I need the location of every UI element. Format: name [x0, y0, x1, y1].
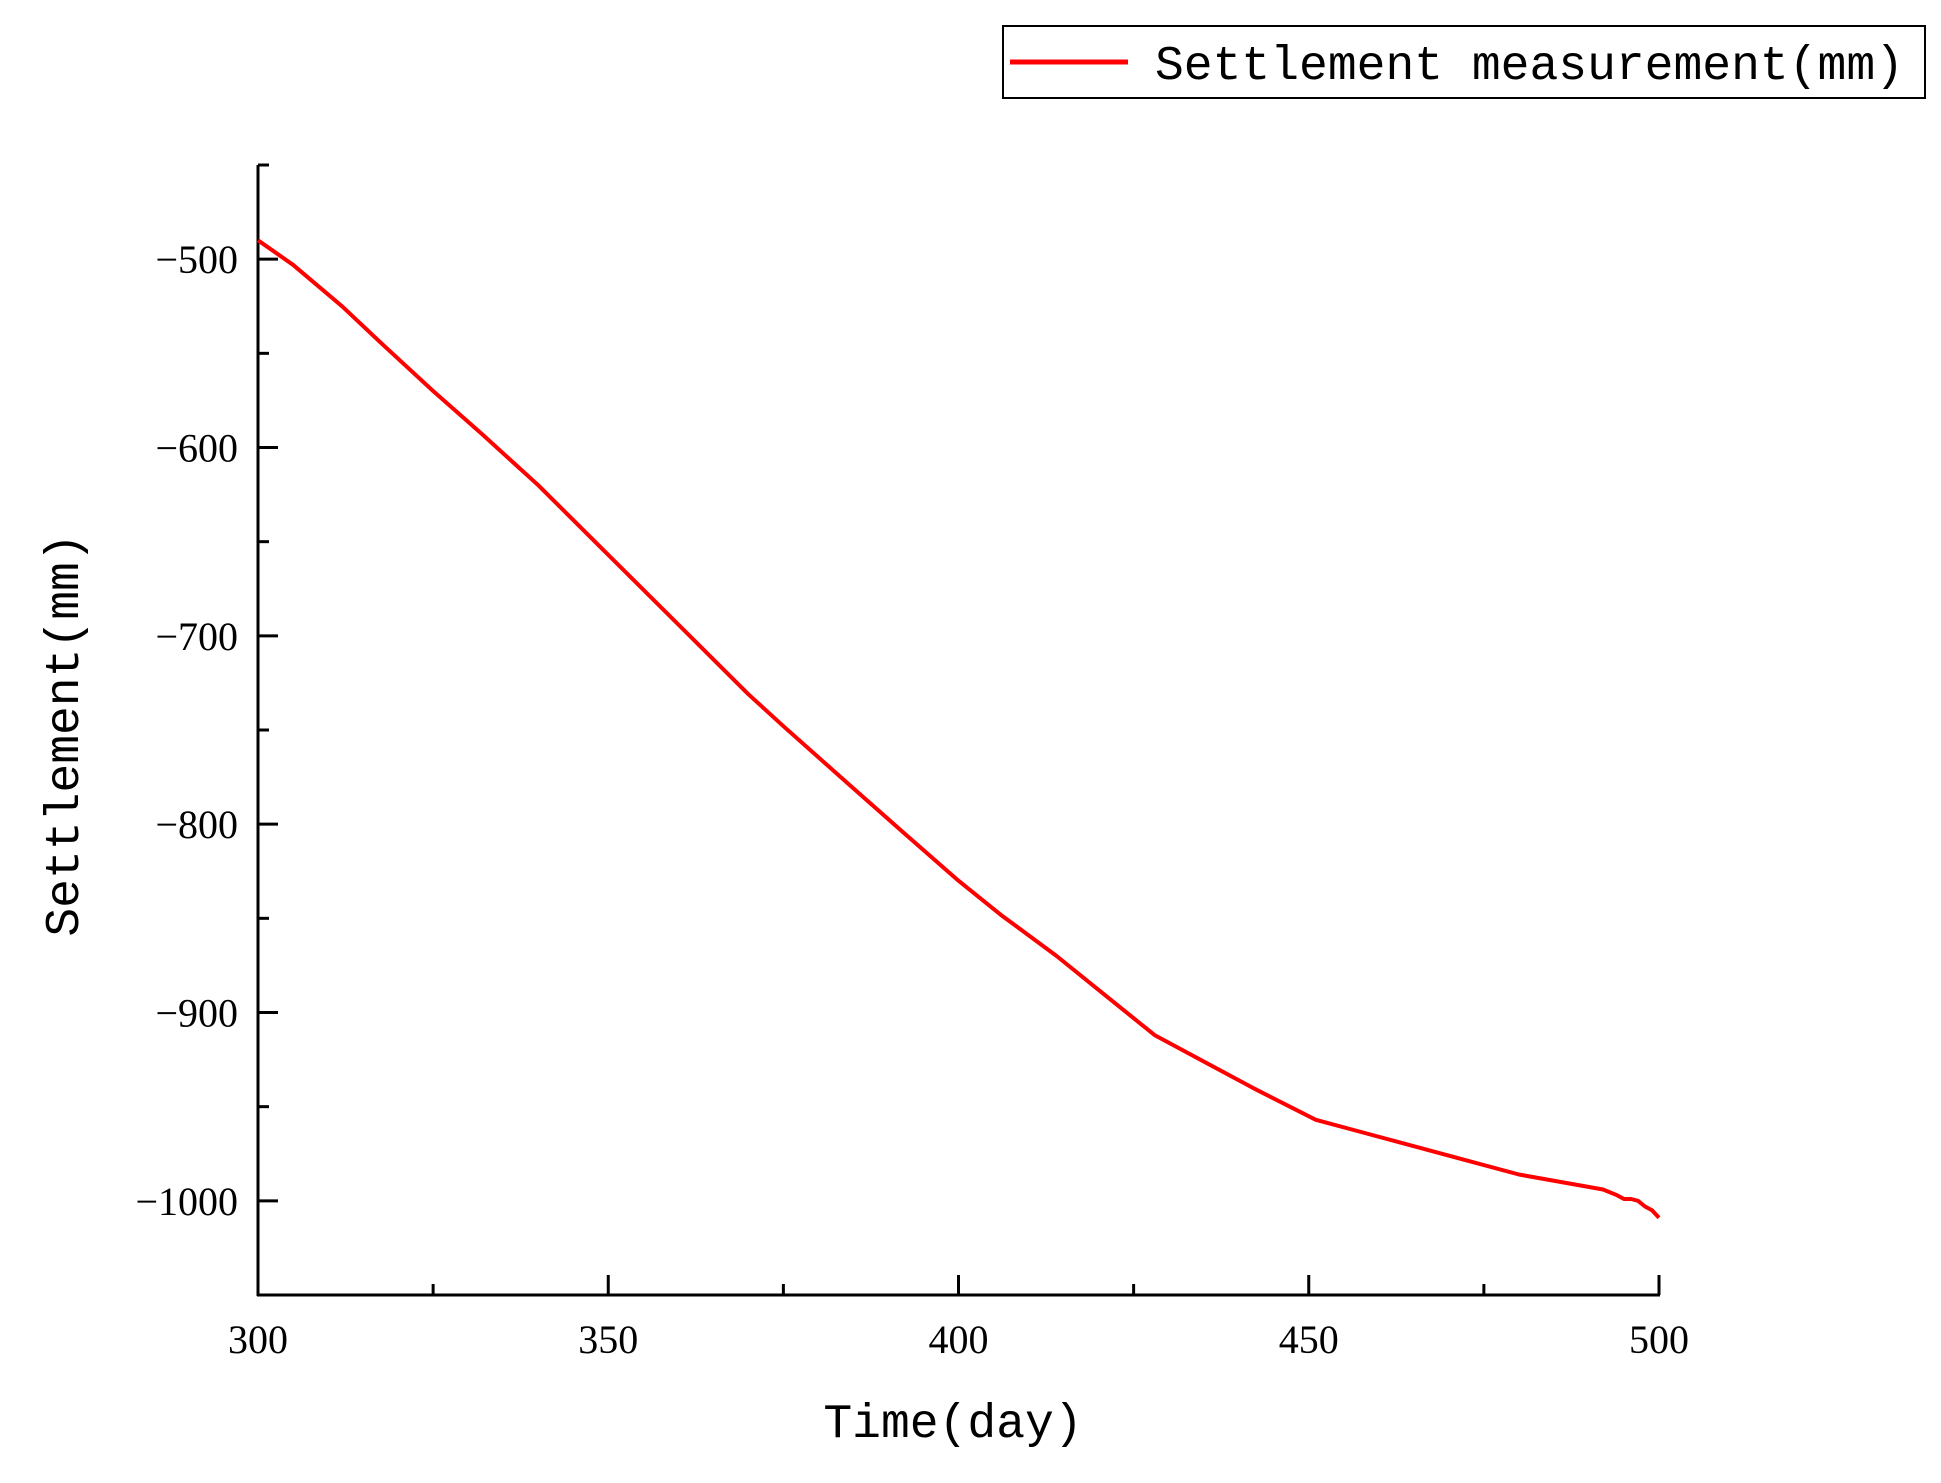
y-tick-label: −1000 — [135, 1179, 238, 1224]
x-ticks: 300 350 400 450 500 — [228, 1275, 1689, 1362]
x-tick-label: 500 — [1629, 1317, 1689, 1362]
legend-box — [1002, 25, 1926, 99]
axes — [256, 165, 1660, 1297]
y-tick-label: −600 — [155, 426, 238, 471]
y-axis-title: Settlement(mm) — [39, 533, 93, 936]
x-tick-label: 400 — [929, 1317, 989, 1362]
y-tick-label: −700 — [155, 614, 238, 659]
y-tick-label: −500 — [155, 237, 238, 282]
y-ticks: −500 −600 −700 −800 −900 −1000 — [135, 163, 278, 1297]
legend-label: Settlement measurement(mm) — [1155, 40, 1904, 94]
x-tick-label: 300 — [228, 1317, 288, 1362]
y-tick-label: −900 — [155, 991, 238, 1036]
x-axis-title: Time(day) — [823, 1398, 1082, 1452]
x-tick-label: 450 — [1279, 1317, 1339, 1362]
x-tick-label: 350 — [578, 1317, 638, 1362]
legend: Settlement measurement(mm) — [1002, 25, 1926, 99]
y-tick-label: −800 — [155, 802, 238, 847]
series-line-settlement — [256, 238, 1661, 1220]
